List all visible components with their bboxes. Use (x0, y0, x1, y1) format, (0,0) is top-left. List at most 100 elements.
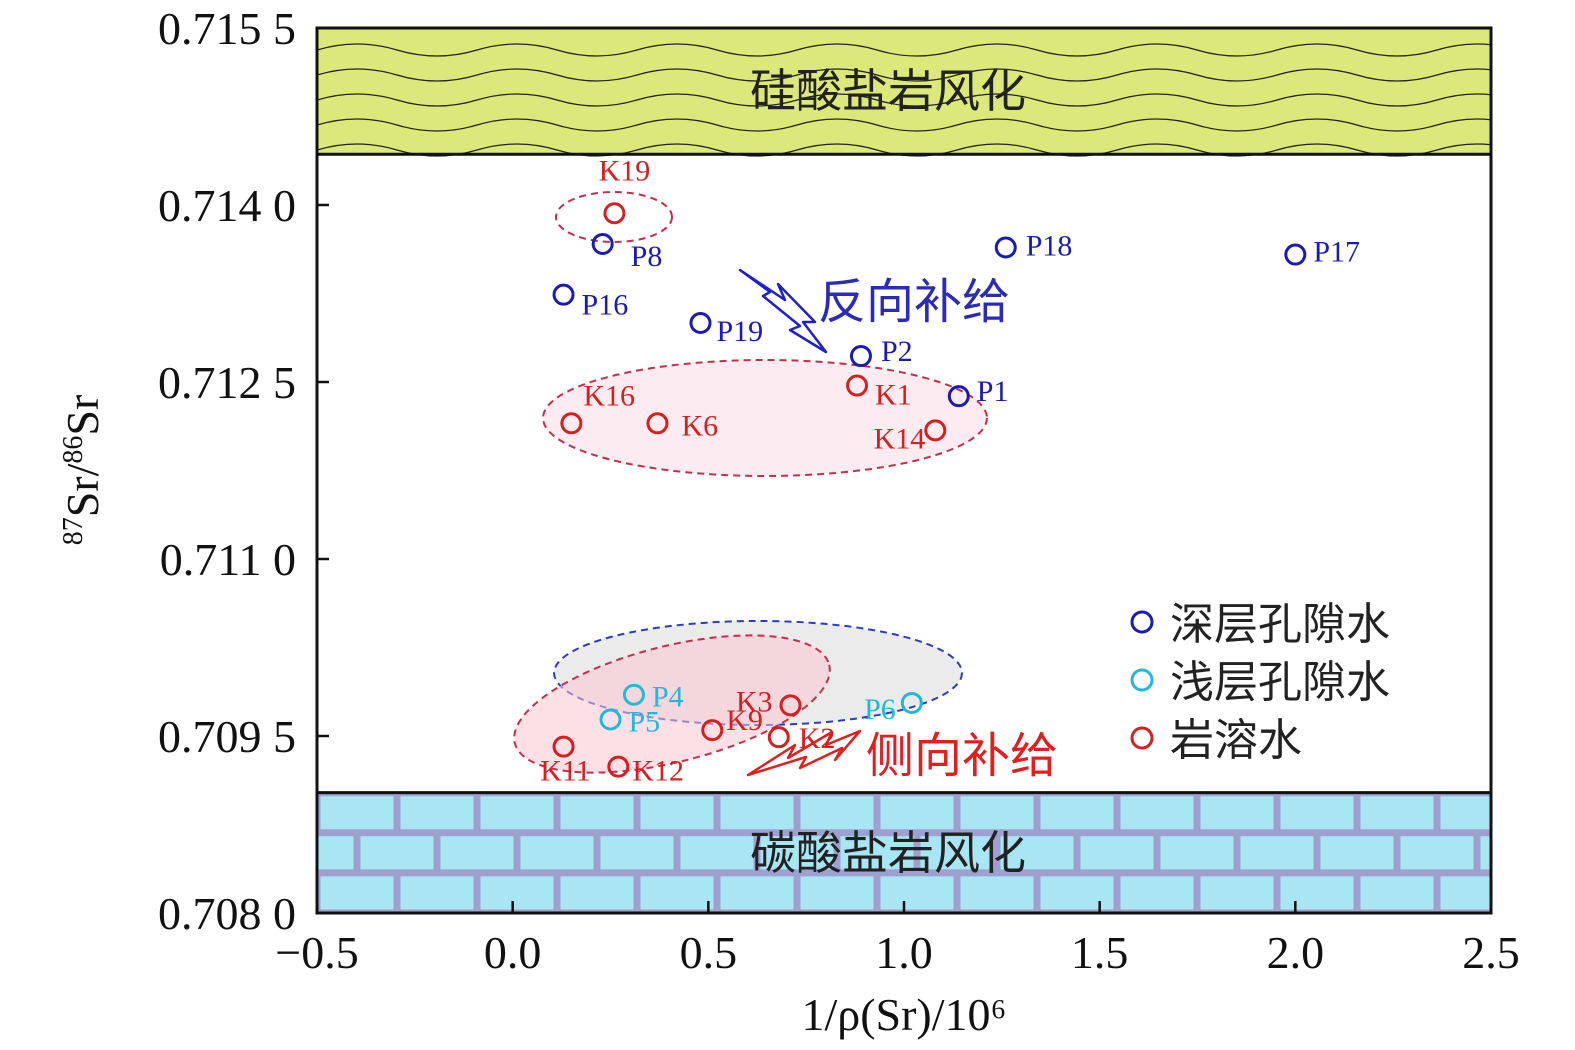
label-k1: K1 (875, 379, 912, 412)
label-p2: P2 (881, 335, 913, 368)
label-k19: K19 (599, 154, 651, 187)
carbonate-brick (320, 876, 394, 910)
carbonate-brick (400, 876, 474, 910)
point-p5 (599, 708, 622, 731)
label-p4: P4 (652, 681, 684, 714)
carbonate-brick (720, 876, 794, 910)
carbonate-brick (1200, 796, 1274, 830)
carbonate-brick (1440, 796, 1491, 830)
weathering-bands (317, 28, 1491, 913)
point-k2 (767, 726, 790, 749)
carbonate-brick (640, 796, 714, 830)
carbonate-brick (1080, 836, 1154, 870)
label-k9: K9 (726, 704, 763, 737)
x-tick-label: 0.5 (680, 927, 738, 978)
point-p19 (689, 312, 712, 334)
label-p1: P1 (977, 375, 1009, 408)
point-p8 (591, 232, 614, 255)
carbonate-brick (440, 836, 514, 870)
label-p16: P16 (582, 289, 629, 322)
carbonate-brick (1280, 796, 1354, 830)
point-k19 (603, 202, 626, 225)
y-axis-title: 87Sr/86Sr (57, 395, 108, 546)
point-k11 (552, 735, 575, 758)
reverse-recharge-label: 反向补给 (818, 274, 1010, 330)
carbonate-brick (1400, 836, 1474, 870)
x-axis-title: 1/ρ(Sr)/10⁶ (801, 989, 1006, 1040)
label-p18: P18 (1026, 229, 1073, 262)
y-tick-label: 0.714 0 (158, 180, 296, 231)
point-k6 (646, 412, 669, 435)
carbonate-brick (800, 796, 874, 830)
carbonate-brick (480, 876, 554, 910)
chart-text: −0.5 0.0 0.5 1.0 1.5 2.0 2.5 0.708 0 0.709 5 0.71… (57, 3, 1520, 1040)
carbonate-brick (480, 796, 554, 830)
silicate-wave-line (317, 43, 1491, 57)
label-k6: K6 (681, 409, 718, 442)
y-tick-label: 0.715 5 (158, 3, 296, 54)
carbonate-brick (1360, 796, 1434, 830)
y-tick-label: 0.712 5 (158, 357, 296, 408)
y-tick-label: 0.709 5 (158, 711, 296, 762)
silicate-wave-line (317, 93, 1491, 107)
y-tick-label: 0.708 0 (158, 888, 296, 939)
y-axis-title-sup1: 87 (58, 517, 89, 545)
label-k12: K12 (632, 755, 684, 788)
x-tick-label: 2.0 (1267, 927, 1325, 978)
carbonate-band-label: 碳酸盐岩风化 (750, 826, 1026, 880)
carbonate-brick (600, 836, 674, 870)
carbonate-brick (1240, 836, 1314, 870)
silicate-band-label: 硅酸盐岩风化 (750, 64, 1026, 118)
point-p16 (552, 283, 575, 306)
y-tick-label: 0.711 0 (160, 534, 296, 585)
carbonate-brick (317, 836, 354, 870)
legend-label: 浅层孔隙水 (1170, 657, 1390, 708)
lateral-recharge-label: 侧向补给 (866, 728, 1058, 784)
label-p17: P17 (1313, 236, 1360, 269)
label-k16: K16 (583, 379, 635, 412)
legend-label: 岩溶水 (1170, 715, 1302, 766)
carbonate-brick (1000, 836, 1074, 870)
axis-ticks (315, 26, 1493, 915)
carbonate-brick (920, 836, 994, 870)
carbonate-brick (840, 836, 914, 870)
carbonate-brick (1160, 836, 1234, 870)
legend-marker-0 (1130, 610, 1154, 634)
data-points (552, 202, 1307, 778)
carbonate-brick (800, 876, 874, 910)
carbonate-brick (1040, 876, 1114, 910)
point-p4 (622, 683, 645, 706)
x-tick-label: −0.5 (275, 927, 358, 978)
carbonate-brick (1440, 876, 1491, 910)
carbonate-brick (720, 796, 794, 830)
point-p1 (947, 385, 970, 408)
point-k9 (701, 719, 724, 742)
carbonate-brick (880, 796, 954, 830)
carbonate-brick (560, 796, 634, 830)
silicate-band (317, 28, 1491, 155)
recharge-arrows (738, 268, 862, 777)
point-k12 (607, 755, 630, 778)
carbonate-brick (640, 876, 714, 910)
carbonate-brick (400, 796, 474, 830)
point-p2 (849, 345, 872, 368)
carbonate-brick (1040, 796, 1114, 830)
carbonate-brick (960, 876, 1034, 910)
point-p18 (994, 236, 1017, 259)
legend-marker-1 (1130, 668, 1154, 692)
point-k1 (846, 374, 869, 397)
label-k11: K11 (540, 755, 591, 788)
x-tick-label: 1.0 (875, 927, 933, 978)
carbonate-brick (960, 796, 1034, 830)
carbonate-brick (1120, 796, 1194, 830)
carbonate-brick (520, 836, 594, 870)
karst-group-ellipse (513, 634, 831, 774)
carbonate-brick (320, 796, 394, 830)
carbonate-brick (560, 876, 634, 910)
carbonate-brick (1480, 836, 1491, 870)
carbonate-brick (1360, 876, 1434, 910)
x-tick-label: 0.0 (484, 927, 542, 978)
label-p5: P5 (629, 705, 661, 738)
